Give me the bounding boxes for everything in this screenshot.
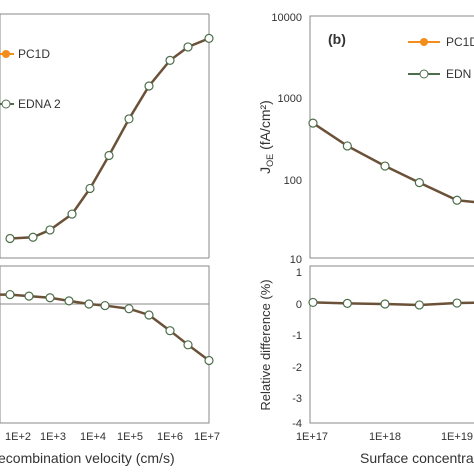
b-bot-ytick-1: 1 bbox=[296, 267, 302, 279]
b-xlabel: Surface concentra bbox=[360, 450, 474, 466]
a-top-point bbox=[45, 225, 55, 235]
b-top-point bbox=[308, 118, 318, 128]
a-bottom-point bbox=[5, 289, 15, 300]
b-xticks: 1E+17 1E+18 1E+19 bbox=[296, 431, 473, 443]
right-top-frame bbox=[309, 15, 474, 259]
b-legend-marker-edna bbox=[419, 69, 429, 79]
b-top-point bbox=[380, 161, 390, 171]
a-xtick: 1E+5 bbox=[117, 431, 143, 443]
left-bottom-frame bbox=[0, 265, 210, 424]
a-top-point bbox=[5, 233, 15, 244]
a-xlabel: ecombination velocity (cm/s) bbox=[0, 450, 175, 466]
a-xticks: 1E+2 1E+3 1E+4 1E+5 1E+6 1E+7 bbox=[5, 431, 220, 443]
a-xtick: 1E+4 bbox=[80, 431, 106, 443]
b-xtick: 1E+19 bbox=[441, 431, 473, 443]
b-legend-label: PC1D bbox=[446, 35, 474, 49]
b-bottom-line bbox=[312, 301, 474, 307]
a-top-point bbox=[104, 150, 114, 161]
a-bottom-point bbox=[165, 326, 175, 336]
a-legend-label: EDNA 2 bbox=[18, 97, 61, 111]
a-bottom-point bbox=[204, 355, 214, 366]
b-bottom-point bbox=[380, 299, 390, 309]
a-top-point bbox=[165, 55, 175, 65]
a-top-point bbox=[85, 183, 95, 194]
a-xtick: 1E+6 bbox=[157, 431, 183, 443]
b-bottom-point bbox=[342, 298, 352, 308]
chart-marks bbox=[0, 33, 474, 366]
b-bot-ytick-m1: -1 bbox=[292, 330, 302, 342]
b-bottom-ylabel: Relative difference (%) bbox=[258, 279, 273, 410]
a-top-point bbox=[183, 42, 193, 52]
a-bottom-point bbox=[24, 291, 34, 301]
b-top-ytick-1000: 1000 bbox=[278, 93, 302, 105]
a-top-point bbox=[28, 232, 38, 242]
b-legend-marker-pc1d bbox=[420, 38, 428, 46]
b-top-ytick-10: 10 bbox=[290, 254, 302, 266]
b-top-line bbox=[312, 122, 474, 204]
b-bot-ytick-m3: -3 bbox=[292, 393, 302, 405]
a-top-point bbox=[124, 114, 134, 124]
b-bot-ytick-m4: -4 bbox=[292, 418, 302, 430]
b-bot-ytick-m2: -2 bbox=[292, 362, 302, 374]
a-top-line bbox=[9, 37, 210, 240]
a-bottom-point bbox=[124, 304, 134, 314]
left-top-frame bbox=[0, 13, 210, 259]
a-xtick: 1E+7 bbox=[194, 431, 220, 443]
b-top-point bbox=[342, 141, 352, 151]
a-top-point bbox=[67, 209, 77, 219]
a-xtick: 1E+2 bbox=[5, 431, 31, 443]
a-bottom-point bbox=[64, 296, 74, 306]
b-bot-ytick-0: 0 bbox=[296, 299, 302, 311]
a-xtick: 1E+3 bbox=[40, 431, 66, 443]
b-bottom-point bbox=[452, 298, 462, 308]
a-bottom-point bbox=[100, 300, 110, 311]
b-legend: PC1D EDN bbox=[408, 35, 474, 81]
b-top-point bbox=[452, 195, 462, 205]
panel-b-label: (b) bbox=[328, 31, 346, 47]
a-bottom-point bbox=[144, 310, 154, 320]
a-top-point bbox=[204, 33, 214, 44]
a-legend: PC1D EDNA 2 bbox=[0, 47, 61, 111]
a-bottom-point bbox=[183, 340, 193, 350]
a-top-point bbox=[144, 81, 154, 91]
b-xtick: 1E+18 bbox=[369, 431, 401, 443]
a-bottom-point bbox=[45, 293, 55, 303]
b-legend-label: EDN bbox=[446, 67, 471, 81]
a-legend-marker-edna bbox=[1, 99, 11, 109]
b-bottom-point bbox=[414, 300, 424, 310]
b-bottom-point bbox=[308, 297, 318, 308]
right-bottom-frame bbox=[309, 265, 474, 424]
a-legend-label: PC1D bbox=[18, 47, 50, 61]
b-top-ylabel: JOE (fA/cm²) bbox=[257, 100, 275, 174]
b-top-ytick-100: 100 bbox=[284, 175, 302, 187]
b-top-point bbox=[414, 178, 424, 188]
b-top-ytick-10000: 10000 bbox=[271, 12, 302, 24]
a-legend-marker-pc1d bbox=[2, 50, 10, 58]
b-xtick: 1E+17 bbox=[296, 431, 328, 443]
a-bottom-point bbox=[84, 299, 94, 309]
